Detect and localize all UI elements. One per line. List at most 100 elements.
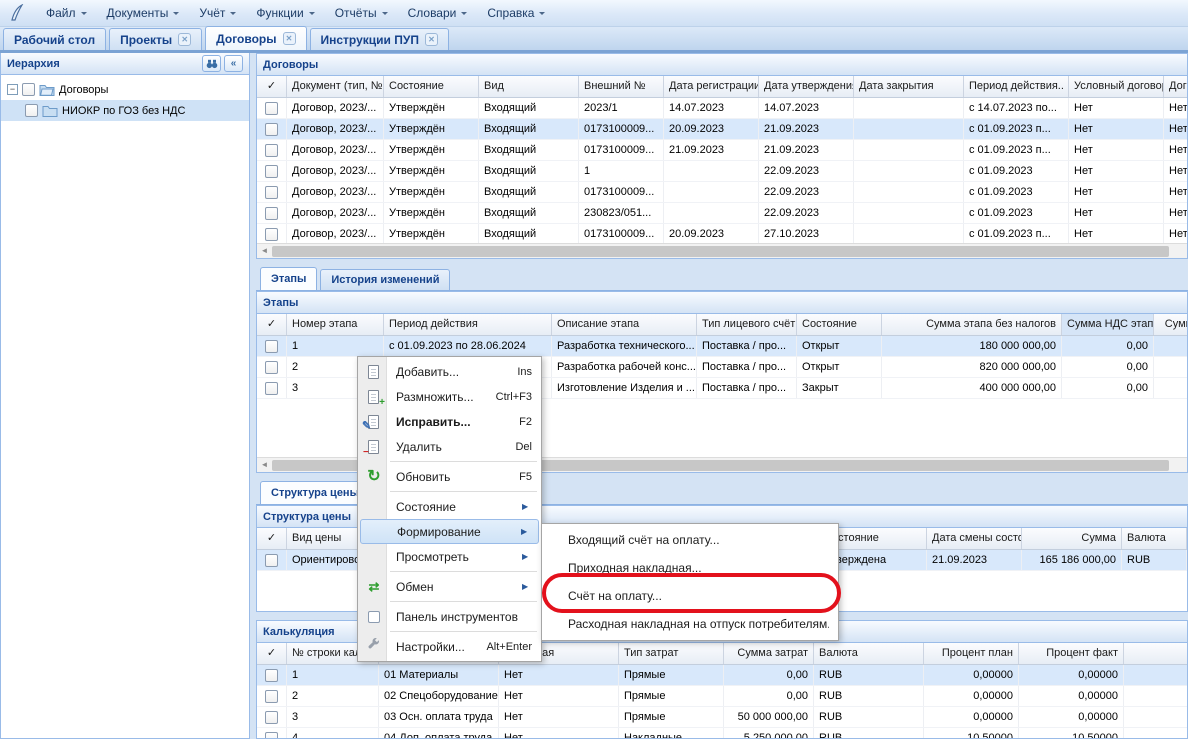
column-header[interactable]: Период действия bbox=[384, 314, 552, 335]
column-header[interactable]: Сумма затрат bbox=[724, 643, 814, 664]
row-checkbox[interactable] bbox=[265, 206, 278, 220]
tab-0[interactable]: Структура цены bbox=[260, 481, 370, 504]
menubar-item-1[interactable]: Документы bbox=[97, 2, 190, 24]
column-header[interactable]: Состояние bbox=[384, 76, 479, 97]
column-header[interactable]: Сумма э bbox=[1154, 314, 1187, 335]
tab-0[interactable]: Рабочий стол bbox=[3, 28, 107, 50]
menubar-item-2[interactable]: Учёт bbox=[189, 2, 246, 24]
menu-item[interactable]: − Удалить Del bbox=[360, 434, 539, 459]
column-header[interactable]: Условный договор bbox=[1069, 76, 1164, 97]
scroll-left-icon[interactable]: ◄ bbox=[260, 246, 269, 255]
row-checkbox[interactable] bbox=[265, 143, 278, 157]
menu-item[interactable]: Просмотреть ▶ bbox=[360, 544, 539, 569]
tab-close-icon[interactable]: ✕ bbox=[282, 32, 296, 45]
menu-item[interactable]: Панель инструментов bbox=[360, 604, 539, 629]
column-header[interactable]: Вид bbox=[479, 76, 579, 97]
select-all-column-header[interactable]: ✓ bbox=[257, 643, 287, 664]
tab-close-icon[interactable]: ✕ bbox=[178, 33, 192, 46]
column-header[interactable]: Период действия.. bbox=[964, 76, 1069, 97]
column-header[interactable]: Дата утверждения bbox=[759, 76, 854, 97]
menubar-item-5[interactable]: Словари bbox=[398, 2, 478, 24]
scrollbar-thumb[interactable] bbox=[272, 245, 1169, 257]
table-row[interactable]: 2 02 Спецоборудование Нет Прямые 0,00 RUB 0,00… bbox=[257, 686, 1187, 707]
menu-item[interactable]: ⇄ Обмен ▶ bbox=[360, 574, 539, 599]
menubar-item-0[interactable]: Файл bbox=[36, 2, 97, 24]
table-row[interactable]: 1 01 Материалы Нет Прямые 0,00 RUB 0,00000 0,00… bbox=[257, 665, 1187, 686]
menu-item[interactable]: ↻ Обновить F5 bbox=[360, 464, 539, 489]
column-header[interactable]: Сумма bbox=[1022, 528, 1122, 549]
table-row[interactable]: Договор, 2023/... Утверждён Входящий 017310… bbox=[257, 224, 1187, 243]
row-checkbox[interactable] bbox=[265, 122, 278, 136]
column-header[interactable]: Документ (тип, № bbox=[287, 76, 384, 97]
menu-item[interactable]: + Размножить... Ctrl+F3 bbox=[360, 384, 539, 409]
scroll-left-icon[interactable]: ◄ bbox=[260, 460, 269, 469]
row-checkbox[interactable] bbox=[265, 689, 278, 703]
tab-3[interactable]: Инструкции ПУП ✕ bbox=[309, 28, 449, 50]
table-row[interactable]: 3 03 Осн. оплата труда Нет Прямые 50 000 000… bbox=[257, 707, 1187, 728]
menu-item[interactable]: Приходная накладная... bbox=[544, 554, 836, 582]
row-checkbox[interactable] bbox=[265, 710, 278, 724]
column-header[interactable]: Дата закрытия bbox=[854, 76, 964, 97]
column-header[interactable]: Сумма этапа без налогов bbox=[882, 314, 1062, 335]
select-all-column-header[interactable]: ✓ bbox=[257, 314, 287, 335]
column-header[interactable]: Дата регистрации. bbox=[664, 76, 759, 97]
column-header[interactable]: Дог bbox=[1164, 76, 1187, 97]
menu-item[interactable]: Добавить... Ins bbox=[360, 359, 539, 384]
tab-1[interactable]: История изменений bbox=[320, 269, 451, 290]
menu-item[interactable]: ✎ Исправить... F2 bbox=[360, 409, 539, 434]
column-header[interactable]: Валюта bbox=[1122, 528, 1187, 549]
menu-item[interactable]: Формирование ▶ bbox=[360, 519, 539, 544]
menu-item[interactable]: Настройки... Alt+Enter bbox=[360, 634, 539, 659]
tree-checkbox[interactable] bbox=[25, 104, 38, 117]
column-header[interactable]: Процент факт bbox=[1019, 643, 1124, 664]
select-all-column-header[interactable]: ✓ bbox=[257, 76, 287, 97]
column-header[interactable]: Внешний № bbox=[579, 76, 664, 97]
row-checkbox[interactable] bbox=[265, 164, 278, 178]
column-header[interactable]: Дата смены состоя bbox=[927, 528, 1022, 549]
row-checkbox[interactable] bbox=[265, 101, 278, 115]
collapse-panel-icon[interactable]: « bbox=[224, 55, 243, 72]
tree-expander-icon[interactable]: − bbox=[7, 84, 18, 95]
table-row[interactable]: Договор, 2023/... Утверждён Входящий 017310… bbox=[257, 182, 1187, 203]
tree-node-child[interactable]: НИОКР по ГОЗ без НДС bbox=[1, 100, 249, 121]
table-row[interactable]: Договор, 2023/... Утверждён Входящий 230823… bbox=[257, 203, 1187, 224]
menu-item[interactable]: Входящий счёт на оплату... bbox=[544, 526, 836, 554]
table-row[interactable]: Договор, 2023/... Утверждён Входящий 1 22.09… bbox=[257, 161, 1187, 182]
tab-0[interactable]: Этапы bbox=[260, 267, 318, 290]
row-checkbox[interactable] bbox=[265, 339, 278, 353]
table-row[interactable]: 3 Изготовление Изделия и ... Поставка / пр… bbox=[257, 378, 1187, 399]
search-binoculars-icon[interactable] bbox=[202, 55, 221, 72]
menu-item[interactable]: Состояние ▶ bbox=[360, 494, 539, 519]
menu-item[interactable]: Расходная накладная на отпуск потребител… bbox=[544, 610, 836, 638]
row-checkbox[interactable] bbox=[265, 227, 278, 241]
row-checkbox[interactable] bbox=[265, 185, 278, 199]
tab-1[interactable]: Проекты ✕ bbox=[109, 28, 203, 50]
menubar-item-3[interactable]: Функции bbox=[246, 2, 324, 24]
row-checkbox[interactable] bbox=[265, 553, 278, 567]
panel-splitter[interactable] bbox=[250, 53, 256, 739]
row-checkbox[interactable] bbox=[265, 360, 278, 374]
table-row[interactable]: Договор, 2023/... Утверждён Входящий 2023/1… bbox=[257, 98, 1187, 119]
column-header[interactable]: Состояние bbox=[797, 314, 882, 335]
table-row[interactable]: Договор, 2023/... Утверждён Входящий 017310… bbox=[257, 140, 1187, 161]
scrollbar-thumb[interactable] bbox=[272, 459, 1169, 471]
tab-2[interactable]: Договоры ✕ bbox=[205, 26, 307, 50]
row-checkbox[interactable] bbox=[265, 381, 278, 395]
tab-close-icon[interactable]: ✕ bbox=[424, 33, 438, 46]
column-header[interactable]: Валюта bbox=[814, 643, 924, 664]
column-header[interactable]: Тип затрат bbox=[619, 643, 724, 664]
row-checkbox[interactable] bbox=[265, 668, 278, 682]
column-header[interactable]: Тип лицевого счёт bbox=[697, 314, 797, 335]
table-row[interactable]: 4 04 Доп. оплата труда Нет Накладные 5 250 0… bbox=[257, 728, 1187, 738]
tree-node-root[interactable]: − Договоры bbox=[1, 79, 249, 100]
column-header[interactable]: Сумма НДС этапа bbox=[1062, 314, 1154, 335]
column-header[interactable]: Описание этапа bbox=[552, 314, 697, 335]
tree-checkbox[interactable] bbox=[22, 83, 35, 96]
menu-item[interactable]: Счёт на оплату... bbox=[544, 582, 836, 610]
select-all-column-header[interactable]: ✓ bbox=[257, 528, 287, 549]
column-header[interactable]: Номер этапа bbox=[287, 314, 384, 335]
row-checkbox[interactable] bbox=[265, 731, 278, 738]
menubar-item-4[interactable]: Отчёты bbox=[325, 2, 398, 24]
menubar-item-6[interactable]: Справка bbox=[477, 2, 555, 24]
